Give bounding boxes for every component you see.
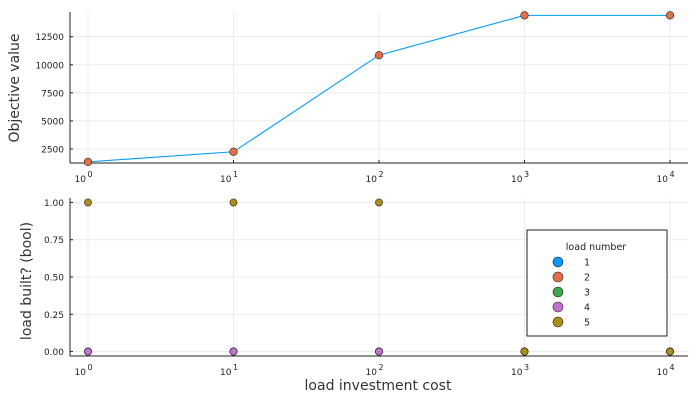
legend-entries: 1 2 3 4 5 [552, 256, 590, 329]
x-tick-label: 10 [511, 368, 523, 378]
x-tick-label: 10 [366, 368, 378, 378]
data-point [665, 11, 675, 20]
y-tick-label: 12500 [35, 33, 64, 43]
legend-marker [552, 286, 564, 298]
x-tick-label: 10 [511, 175, 523, 185]
legend-marker [552, 301, 564, 313]
x-tick-label: 10 [657, 368, 669, 378]
top-grid [70, 12, 688, 163]
x-tick-exponent: 1 [233, 363, 238, 372]
data-point-load-5 [84, 198, 92, 207]
bottom-y-ticks: 0.00 0.25 0.50 0.75 1.00 [44, 199, 73, 358]
legend-title: load number [566, 242, 626, 253]
x-tick-exponent: 4 [670, 363, 675, 372]
bottom-x-axis-label: load investment cost [305, 378, 452, 394]
x-tick-label: 10 [75, 175, 87, 185]
legend-marker [552, 256, 564, 268]
data-point-load-5 [375, 198, 383, 207]
legend: load number 1 2 3 4 5 [526, 229, 668, 337]
y-tick-label: 0.00 [44, 348, 64, 358]
data-point [374, 51, 384, 60]
x-tick-label: 10 [366, 175, 378, 185]
y-tick-label: 0.75 [44, 236, 64, 246]
data-point [229, 147, 238, 156]
legend-marker [552, 271, 564, 283]
x-tick-exponent: 0 [88, 170, 93, 179]
x-tick-exponent: 4 [670, 170, 675, 179]
legend-label: 5 [584, 318, 590, 329]
data-point-load-4 [229, 347, 238, 356]
x-tick-exponent: 3 [524, 170, 529, 179]
x-tick-label: 10 [657, 175, 669, 185]
y-tick-label: 7500 [41, 89, 64, 99]
bottom-y-axis-label: load built? (bool) [19, 222, 35, 340]
data-point-load-5 [520, 347, 529, 356]
y-tick-label: 5000 [41, 117, 64, 127]
x-tick-exponent: 1 [233, 170, 238, 179]
data-point [520, 11, 529, 20]
legend-label: 4 [584, 303, 590, 314]
x-tick-label: 10 [220, 175, 232, 185]
y-tick-label: 0.25 [44, 311, 64, 321]
y-tick-label: 2500 [41, 145, 64, 155]
data-point-load-5 [229, 198, 238, 207]
legend-label: 3 [584, 288, 590, 299]
legend-box [526, 229, 668, 337]
data-point-load-5 [666, 347, 674, 356]
legend-marker [552, 316, 564, 328]
x-tick-exponent: 2 [379, 363, 384, 372]
y-tick-label: 0.50 [44, 274, 64, 284]
x-tick-exponent: 0 [88, 363, 93, 372]
x-tick-label: 10 [220, 368, 232, 378]
y-tick-label: 10000 [35, 61, 64, 71]
data-point-load-4 [375, 347, 383, 356]
bottom-marks [84, 198, 674, 356]
x-tick-exponent: 3 [524, 363, 529, 372]
y-tick-label: 1.00 [44, 199, 64, 209]
legend-label: 1 [584, 258, 590, 269]
data-point-load-4 [84, 347, 92, 356]
x-tick-label: 10 [75, 368, 87, 378]
top-marks [83, 11, 675, 166]
x-tick-exponent: 2 [379, 170, 384, 179]
top-y-axis-label: Objective value [7, 33, 23, 142]
data-point [83, 157, 93, 166]
top-y-ticks: 2500 5000 7500 10000 12500 [35, 33, 73, 155]
legend-label: 2 [584, 273, 590, 284]
